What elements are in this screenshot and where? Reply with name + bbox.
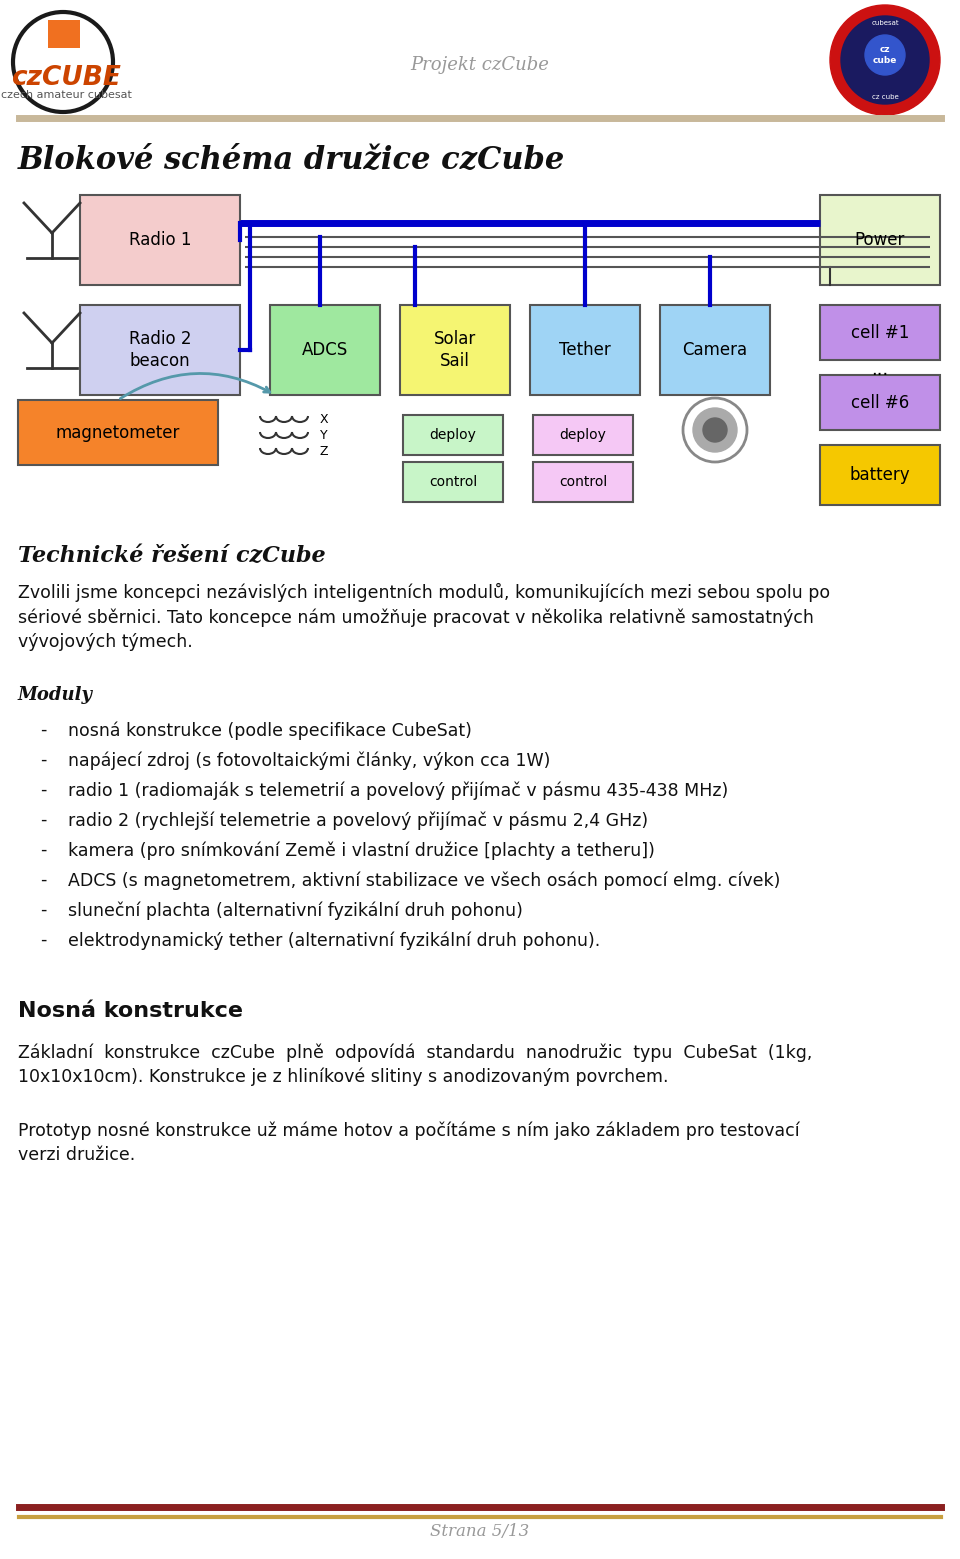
Text: -: -: [40, 811, 46, 829]
Text: Tether: Tether: [559, 341, 611, 359]
Circle shape: [841, 16, 929, 104]
FancyBboxPatch shape: [403, 461, 503, 502]
Circle shape: [830, 5, 940, 115]
FancyBboxPatch shape: [660, 306, 770, 394]
Text: -: -: [40, 751, 46, 769]
Text: ADCS: ADCS: [301, 341, 348, 359]
Circle shape: [693, 408, 737, 452]
Text: nosná konstrukce (podle specifikace CubeSat): nosná konstrukce (podle specifikace Cube…: [68, 720, 472, 739]
Circle shape: [703, 418, 727, 443]
Text: -: -: [40, 720, 46, 739]
Text: battery: battery: [850, 466, 910, 483]
Text: Základní  konstrukce  czCube  plně  odpovídá  standardu  nanodružic  typu  CubeS: Základní konstrukce czCube plně odpovídá…: [18, 1043, 812, 1062]
Text: sluneční plachta (alternativní fyzikální druh pohonu): sluneční plachta (alternativní fyzikální…: [68, 901, 523, 920]
Text: -: -: [40, 931, 46, 949]
Text: czech amateur cubesat: czech amateur cubesat: [1, 90, 132, 100]
Text: vývojových týmech.: vývojových týmech.: [18, 633, 193, 652]
FancyBboxPatch shape: [820, 444, 940, 505]
FancyBboxPatch shape: [400, 306, 510, 394]
Text: Technické řešení czCube: Technické řešení czCube: [18, 546, 325, 567]
Text: cz cube: cz cube: [872, 94, 899, 100]
Text: ADCS (s magnetometrem, aktivní stabilizace ve všech osách pomocí elmg. cívek): ADCS (s magnetometrem, aktivní stabiliza…: [68, 871, 780, 890]
Text: napájecí zdroj (s fotovoltaickými články, výkon cca 1W): napájecí zdroj (s fotovoltaickými články…: [68, 751, 550, 770]
Text: deploy: deploy: [560, 429, 607, 443]
Text: Radio 1: Radio 1: [129, 231, 191, 249]
Text: czCUBE: czCUBE: [12, 65, 121, 90]
FancyBboxPatch shape: [270, 306, 380, 394]
Text: Strana 5/13: Strana 5/13: [430, 1523, 530, 1539]
Text: Projekt czCube: Projekt czCube: [411, 56, 549, 73]
Text: 10x10x10cm). Konstrukce je z hliníkové slitiny s anodizovaným povrchem.: 10x10x10cm). Konstrukce je z hliníkové s…: [18, 1068, 668, 1087]
Text: sériové sběrnici. Tato koncepce nám umožňuje pracovat v několika relativně samos: sériové sběrnici. Tato koncepce nám umož…: [18, 608, 814, 627]
Text: -: -: [40, 901, 46, 918]
Text: kamera (pro snímkování Země i vlastní družice [plachty a tetheru]): kamera (pro snímkování Země i vlastní dr…: [68, 840, 655, 859]
FancyBboxPatch shape: [533, 415, 633, 455]
Text: cubesat: cubesat: [871, 20, 899, 27]
Text: Nosná konstrukce: Nosná konstrukce: [18, 1001, 243, 1021]
Text: Blokové schéma družice czCube: Blokové schéma družice czCube: [18, 145, 565, 176]
FancyBboxPatch shape: [820, 195, 940, 285]
FancyBboxPatch shape: [80, 195, 240, 285]
Text: deploy: deploy: [429, 429, 476, 443]
FancyBboxPatch shape: [530, 306, 640, 394]
Text: cell #1: cell #1: [851, 324, 909, 341]
Text: elektrodynamický tether (alternativní fyzikální druh pohonu).: elektrodynamický tether (alternativní fy…: [68, 931, 600, 949]
Text: control: control: [559, 475, 607, 490]
Text: magnetometer: magnetometer: [56, 424, 180, 441]
Text: radio 2 (rychlejší telemetrie a povelový přijímač v pásmu 2,4 GHz): radio 2 (rychlejší telemetrie a povelový…: [68, 811, 648, 829]
Text: cell #6: cell #6: [851, 393, 909, 412]
Text: ...: ...: [872, 362, 889, 379]
Text: X: X: [320, 413, 328, 426]
Text: -: -: [40, 871, 46, 889]
Text: verzi družice.: verzi družice.: [18, 1146, 135, 1165]
Text: Y: Y: [320, 429, 327, 441]
Text: Moduly: Moduly: [18, 686, 93, 705]
FancyBboxPatch shape: [80, 306, 240, 394]
Text: cz
cube: cz cube: [873, 45, 898, 65]
Text: -: -: [40, 781, 46, 800]
FancyBboxPatch shape: [820, 306, 940, 360]
Text: Power: Power: [854, 231, 905, 249]
Text: Solar
Sail: Solar Sail: [434, 331, 476, 369]
Text: Z: Z: [320, 444, 328, 457]
Text: Camera: Camera: [683, 341, 748, 359]
FancyBboxPatch shape: [403, 415, 503, 455]
Text: Radio 2
beacon: Radio 2 beacon: [129, 331, 191, 369]
FancyBboxPatch shape: [48, 20, 80, 48]
Text: -: -: [40, 840, 46, 859]
FancyBboxPatch shape: [533, 461, 633, 502]
Text: Zvolili jsme koncepci nezávislých inteligentních modulů, komunikujících mezi seb: Zvolili jsme koncepci nezávislých inteli…: [18, 583, 830, 602]
Text: radio 1 (radiomaják s telemetrií a povelový přijímač v pásmu 435-438 MHz): radio 1 (radiomaják s telemetrií a povel…: [68, 781, 729, 800]
FancyBboxPatch shape: [820, 376, 940, 430]
Circle shape: [865, 34, 905, 75]
FancyBboxPatch shape: [18, 401, 218, 465]
Text: Prototyp nosné konstrukce už máme hotov a počítáme s ním jako základem pro testo: Prototyp nosné konstrukce už máme hotov …: [18, 1121, 800, 1140]
Text: control: control: [429, 475, 477, 490]
